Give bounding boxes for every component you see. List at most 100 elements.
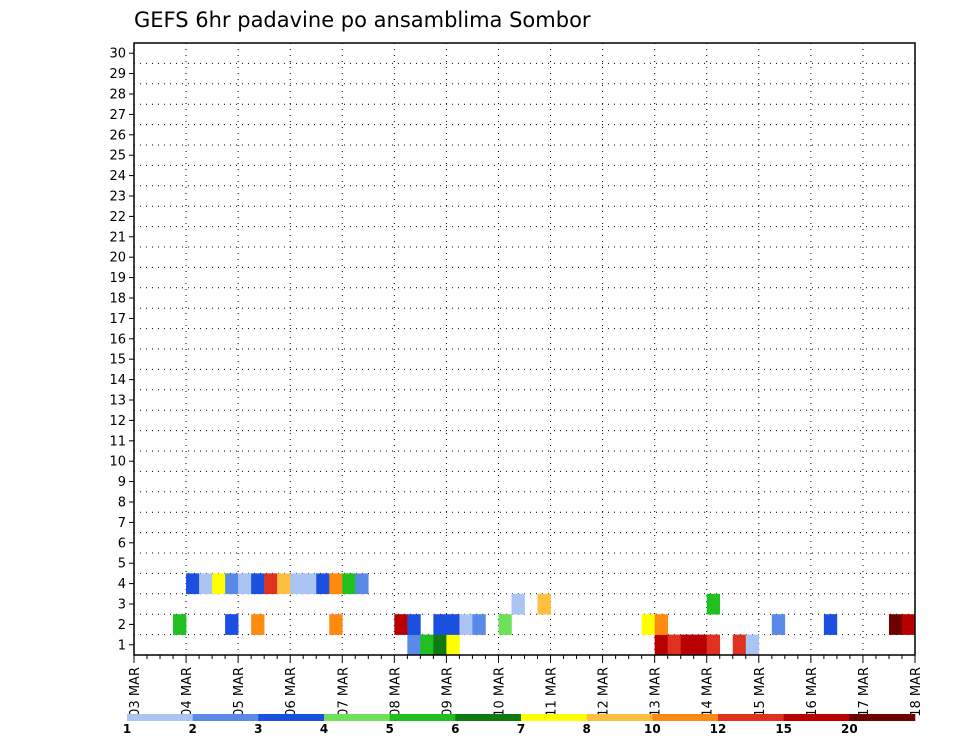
legend-label: 2 bbox=[188, 722, 196, 736]
legend-swatch bbox=[586, 714, 653, 721]
heatmap-cell bbox=[654, 614, 668, 635]
x-tick-label: 09 MAR bbox=[440, 667, 455, 717]
heatmap-cell bbox=[394, 614, 408, 635]
x-tick-label: 07 MAR bbox=[336, 667, 351, 717]
legend-swatch bbox=[521, 714, 587, 721]
y-tick-label: 4 bbox=[118, 577, 126, 592]
y-axis: 1234567891011121314151617181920212223242… bbox=[109, 47, 134, 653]
heatmap-cell bbox=[186, 573, 200, 595]
x-tick-label: 16 MAR bbox=[805, 667, 820, 717]
y-tick-label: 7 bbox=[118, 516, 126, 531]
y-tick-label: 1 bbox=[118, 638, 126, 653]
heatmap-cell bbox=[706, 634, 721, 656]
y-tick-label: 9 bbox=[118, 475, 126, 490]
legend-label: 20 bbox=[841, 722, 858, 736]
heatmap-cell bbox=[667, 634, 681, 656]
heatmap-cell bbox=[823, 614, 838, 635]
heatmap-cell bbox=[316, 573, 330, 595]
legend-swatch bbox=[849, 714, 916, 721]
heatmap-cell bbox=[641, 614, 655, 635]
x-tick-label: 18 MAR bbox=[909, 667, 924, 717]
heatmap-cell bbox=[173, 614, 187, 635]
heatmap-cell bbox=[407, 634, 421, 656]
legend-label: 10 bbox=[644, 722, 661, 736]
legend-label: 1 bbox=[123, 722, 131, 736]
heatmap-cell bbox=[290, 573, 304, 595]
heatmap-cell bbox=[225, 573, 239, 595]
legend-swatch bbox=[389, 714, 456, 721]
grid-lines bbox=[134, 43, 916, 655]
x-tick-label: 11 MAR bbox=[545, 667, 560, 717]
heatmap-cell bbox=[888, 614, 903, 635]
y-tick-label: 22 bbox=[109, 210, 126, 225]
legend-swatch bbox=[652, 714, 719, 721]
legend-swatch bbox=[324, 714, 390, 721]
legend-swatch bbox=[718, 714, 784, 721]
x-tick-label: 15 MAR bbox=[753, 667, 768, 717]
heatmap-cell bbox=[745, 634, 760, 656]
heatmap-cell bbox=[498, 614, 512, 635]
heatmap-cell bbox=[342, 573, 356, 595]
x-tick-label: 05 MAR bbox=[232, 667, 247, 717]
heatmap-cell bbox=[446, 614, 460, 635]
heatmap-cell bbox=[251, 573, 265, 595]
heatmap-cell bbox=[329, 614, 343, 635]
legend-label: 4 bbox=[320, 722, 328, 736]
heatmap-cell bbox=[446, 634, 460, 656]
heatmap-cell bbox=[251, 614, 265, 635]
y-tick-label: 16 bbox=[109, 332, 126, 347]
x-tick-label: 03 MAR bbox=[128, 667, 143, 717]
heatmap-cell bbox=[693, 634, 708, 656]
y-tick-label: 26 bbox=[109, 128, 126, 143]
legend-label: 15 bbox=[775, 722, 792, 736]
heatmap-cells bbox=[173, 573, 916, 656]
heatmap-cell bbox=[654, 634, 668, 656]
heatmap-cell bbox=[433, 614, 447, 635]
y-tick-label: 17 bbox=[109, 312, 126, 327]
heatmap-cell bbox=[212, 573, 226, 595]
legend-label: 3 bbox=[254, 722, 262, 736]
y-tick-label: 3 bbox=[118, 598, 126, 613]
x-tick-label: 10 MAR bbox=[492, 667, 507, 717]
y-tick-label: 2 bbox=[118, 618, 126, 633]
y-tick-label: 21 bbox=[109, 230, 126, 245]
heatmap-cell bbox=[706, 593, 721, 615]
x-tick-label: 08 MAR bbox=[388, 667, 403, 717]
heatmap-cell bbox=[199, 573, 213, 595]
y-tick-label: 12 bbox=[109, 414, 126, 429]
y-tick-label: 30 bbox=[109, 47, 126, 62]
y-tick-label: 20 bbox=[109, 251, 126, 266]
heatmap-cell bbox=[472, 614, 486, 635]
heatmap-cell bbox=[537, 593, 551, 615]
heatmap-cell bbox=[264, 573, 278, 595]
legend-label: 5 bbox=[385, 722, 393, 736]
y-tick-label: 5 bbox=[118, 557, 126, 572]
heatmap-cell bbox=[901, 614, 916, 635]
legend-swatch bbox=[192, 714, 259, 721]
legend-label: 6 bbox=[451, 722, 459, 736]
y-tick-label: 6 bbox=[118, 536, 126, 551]
heatmap-cell bbox=[303, 573, 317, 595]
heatmap-cell bbox=[511, 593, 525, 615]
chart-title: GEFS 6hr padavine po ansamblima Sombor bbox=[134, 8, 591, 32]
heatmap-cell bbox=[680, 634, 695, 656]
y-tick-label: 14 bbox=[109, 373, 126, 388]
y-tick-label: 25 bbox=[109, 149, 126, 164]
heatmap-cell bbox=[420, 634, 434, 656]
legend-label: 12 bbox=[710, 722, 727, 736]
legend-swatch bbox=[455, 714, 522, 721]
y-tick-label: 23 bbox=[109, 190, 126, 205]
legend-swatch bbox=[258, 714, 325, 721]
color-legend: 1 2 3 4 5 6 7 8 10 12 15 20 bbox=[123, 714, 916, 736]
x-tick-label: 06 MAR bbox=[284, 667, 299, 717]
heatmap-cell bbox=[277, 573, 291, 595]
y-tick-label: 8 bbox=[118, 496, 126, 511]
x-tick-label: 17 MAR bbox=[857, 667, 872, 717]
x-axis: 03 MAR 04 MAR 05 MAR 06 MAR 07 MAR 08 MAR 09 M… bbox=[128, 655, 924, 717]
legend-swatch bbox=[783, 714, 850, 721]
heatmap-cell bbox=[225, 614, 239, 635]
legend-label: 8 bbox=[582, 722, 590, 736]
heatmap-cell bbox=[238, 573, 252, 595]
heatmap-cell bbox=[732, 634, 747, 656]
y-tick-label: 10 bbox=[109, 455, 126, 470]
